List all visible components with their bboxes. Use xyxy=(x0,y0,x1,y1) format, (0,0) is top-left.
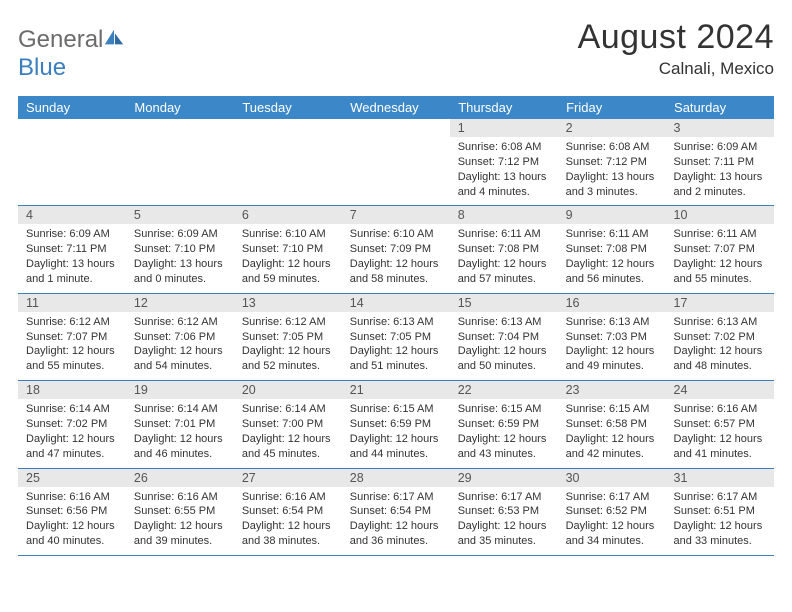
day-number-cell: 12 xyxy=(126,293,234,312)
day-number-cell: 7 xyxy=(342,206,450,225)
weekday-header: Sunday xyxy=(18,96,126,119)
day-number-cell xyxy=(342,119,450,137)
day-number-cell: 3 xyxy=(666,119,774,137)
day-number-cell xyxy=(18,119,126,137)
day-info-cell: Sunrise: 6:09 AMSunset: 7:11 PMDaylight:… xyxy=(666,137,774,206)
day-info-cell: Sunrise: 6:16 AMSunset: 6:55 PMDaylight:… xyxy=(126,487,234,556)
day-info-cell: Sunrise: 6:12 AMSunset: 7:07 PMDaylight:… xyxy=(18,312,126,381)
day-info-cell: Sunrise: 6:17 AMSunset: 6:53 PMDaylight:… xyxy=(450,487,558,556)
day-info-cell: Sunrise: 6:16 AMSunset: 6:57 PMDaylight:… xyxy=(666,399,774,468)
day-info-cell xyxy=(126,137,234,206)
day-info-row: Sunrise: 6:14 AMSunset: 7:02 PMDaylight:… xyxy=(18,399,774,468)
day-info-cell: Sunrise: 6:16 AMSunset: 6:54 PMDaylight:… xyxy=(234,487,342,556)
day-info-cell: Sunrise: 6:11 AMSunset: 7:08 PMDaylight:… xyxy=(450,224,558,293)
day-info-row: Sunrise: 6:16 AMSunset: 6:56 PMDaylight:… xyxy=(18,487,774,556)
day-info-cell: Sunrise: 6:17 AMSunset: 6:51 PMDaylight:… xyxy=(666,487,774,556)
day-number-row: 45678910 xyxy=(18,206,774,225)
day-info-cell: Sunrise: 6:15 AMSunset: 6:58 PMDaylight:… xyxy=(558,399,666,468)
day-number-row: 123 xyxy=(18,119,774,137)
day-number-row: 11121314151617 xyxy=(18,293,774,312)
day-number-cell: 10 xyxy=(666,206,774,225)
month-title: August 2024 xyxy=(578,18,774,57)
day-number-cell: 13 xyxy=(234,293,342,312)
weekday-header: Friday xyxy=(558,96,666,119)
logo: GeneralBlue xyxy=(18,26,125,82)
day-info-cell: Sunrise: 6:08 AMSunset: 7:12 PMDaylight:… xyxy=(558,137,666,206)
day-number-cell: 28 xyxy=(342,468,450,487)
day-info-cell: Sunrise: 6:11 AMSunset: 7:08 PMDaylight:… xyxy=(558,224,666,293)
sail-icon xyxy=(103,27,125,47)
day-number-row: 25262728293031 xyxy=(18,468,774,487)
day-info-row: Sunrise: 6:09 AMSunset: 7:11 PMDaylight:… xyxy=(18,224,774,293)
day-info-cell: Sunrise: 6:13 AMSunset: 7:03 PMDaylight:… xyxy=(558,312,666,381)
header: GeneralBlue August 2024 Calnali, Mexico xyxy=(18,18,774,82)
day-info-cell: Sunrise: 6:14 AMSunset: 7:02 PMDaylight:… xyxy=(18,399,126,468)
day-number-cell: 14 xyxy=(342,293,450,312)
day-number-cell: 17 xyxy=(666,293,774,312)
day-number-cell: 5 xyxy=(126,206,234,225)
day-info-cell xyxy=(342,137,450,206)
day-number-cell: 23 xyxy=(558,381,666,400)
day-number-cell: 31 xyxy=(666,468,774,487)
day-info-cell: Sunrise: 6:10 AMSunset: 7:09 PMDaylight:… xyxy=(342,224,450,293)
day-info-row: Sunrise: 6:08 AMSunset: 7:12 PMDaylight:… xyxy=(18,137,774,206)
day-number-cell: 26 xyxy=(126,468,234,487)
weekday-header: Monday xyxy=(126,96,234,119)
day-info-cell: Sunrise: 6:14 AMSunset: 7:01 PMDaylight:… xyxy=(126,399,234,468)
weekday-header: Wednesday xyxy=(342,96,450,119)
day-info-cell: Sunrise: 6:15 AMSunset: 6:59 PMDaylight:… xyxy=(450,399,558,468)
day-info-cell: Sunrise: 6:16 AMSunset: 6:56 PMDaylight:… xyxy=(18,487,126,556)
day-info-cell xyxy=(18,137,126,206)
day-number-cell: 1 xyxy=(450,119,558,137)
calendar-table: SundayMondayTuesdayWednesdayThursdayFrid… xyxy=(18,96,774,556)
day-number-cell: 6 xyxy=(234,206,342,225)
day-number-cell: 16 xyxy=(558,293,666,312)
day-number-cell: 29 xyxy=(450,468,558,487)
day-number-cell xyxy=(126,119,234,137)
day-number-cell: 4 xyxy=(18,206,126,225)
day-number-cell: 24 xyxy=(666,381,774,400)
day-number-cell: 20 xyxy=(234,381,342,400)
logo-word2: Blue xyxy=(18,54,66,81)
weekday-header: Tuesday xyxy=(234,96,342,119)
day-number-cell: 9 xyxy=(558,206,666,225)
day-info-cell: Sunrise: 6:12 AMSunset: 7:06 PMDaylight:… xyxy=(126,312,234,381)
day-info-cell: Sunrise: 6:14 AMSunset: 7:00 PMDaylight:… xyxy=(234,399,342,468)
day-info-cell: Sunrise: 6:13 AMSunset: 7:05 PMDaylight:… xyxy=(342,312,450,381)
day-info-row: Sunrise: 6:12 AMSunset: 7:07 PMDaylight:… xyxy=(18,312,774,381)
title-block: August 2024 Calnali, Mexico xyxy=(578,18,774,79)
day-number-cell xyxy=(234,119,342,137)
day-number-cell: 8 xyxy=(450,206,558,225)
day-number-cell: 19 xyxy=(126,381,234,400)
day-number-cell: 30 xyxy=(558,468,666,487)
day-info-cell: Sunrise: 6:17 AMSunset: 6:54 PMDaylight:… xyxy=(342,487,450,556)
day-info-cell: Sunrise: 6:09 AMSunset: 7:11 PMDaylight:… xyxy=(18,224,126,293)
day-number-cell: 27 xyxy=(234,468,342,487)
location: Calnali, Mexico xyxy=(578,59,774,79)
day-info-cell: Sunrise: 6:08 AMSunset: 7:12 PMDaylight:… xyxy=(450,137,558,206)
day-number-cell: 21 xyxy=(342,381,450,400)
day-info-cell: Sunrise: 6:13 AMSunset: 7:04 PMDaylight:… xyxy=(450,312,558,381)
day-info-cell: Sunrise: 6:15 AMSunset: 6:59 PMDaylight:… xyxy=(342,399,450,468)
day-number-cell: 25 xyxy=(18,468,126,487)
day-info-cell: Sunrise: 6:11 AMSunset: 7:07 PMDaylight:… xyxy=(666,224,774,293)
weekday-header: Saturday xyxy=(666,96,774,119)
day-info-cell: Sunrise: 6:12 AMSunset: 7:05 PMDaylight:… xyxy=(234,312,342,381)
logo-text: GeneralBlue xyxy=(18,26,125,82)
day-number-cell: 11 xyxy=(18,293,126,312)
logo-word1: General xyxy=(18,26,103,53)
weekday-header-row: SundayMondayTuesdayWednesdayThursdayFrid… xyxy=(18,96,774,119)
day-info-cell: Sunrise: 6:17 AMSunset: 6:52 PMDaylight:… xyxy=(558,487,666,556)
day-number-row: 18192021222324 xyxy=(18,381,774,400)
weekday-header: Thursday xyxy=(450,96,558,119)
day-number-cell: 22 xyxy=(450,381,558,400)
day-info-cell: Sunrise: 6:10 AMSunset: 7:10 PMDaylight:… xyxy=(234,224,342,293)
day-number-cell: 15 xyxy=(450,293,558,312)
day-info-cell: Sunrise: 6:13 AMSunset: 7:02 PMDaylight:… xyxy=(666,312,774,381)
day-number-cell: 18 xyxy=(18,381,126,400)
day-number-cell: 2 xyxy=(558,119,666,137)
day-info-cell: Sunrise: 6:09 AMSunset: 7:10 PMDaylight:… xyxy=(126,224,234,293)
day-info-cell xyxy=(234,137,342,206)
